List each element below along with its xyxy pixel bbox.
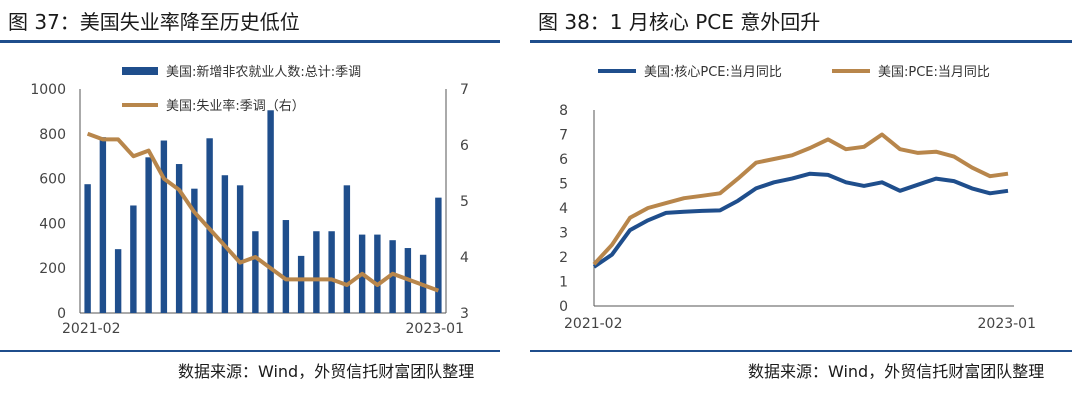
bar bbox=[130, 205, 137, 313]
bar bbox=[343, 185, 351, 313]
bar bbox=[267, 110, 274, 313]
y-tick-label: 1 bbox=[559, 275, 568, 291]
legend-swatch-bar bbox=[122, 67, 158, 75]
y-tick-label-right: 4 bbox=[460, 250, 469, 266]
bar bbox=[160, 140, 168, 313]
title-underline bbox=[530, 40, 1072, 43]
bar bbox=[145, 157, 152, 313]
y-tick-label-left: 1000 bbox=[30, 82, 66, 98]
bar bbox=[435, 197, 442, 313]
bar bbox=[114, 249, 122, 313]
y-tick-label: 3 bbox=[559, 226, 568, 242]
source-note: 数据来源：Wind，外贸信托财富团队整理 bbox=[748, 362, 1045, 381]
source-rule bbox=[0, 350, 500, 352]
chart-title: 图 38：1 月核心 PCE 意外回升 bbox=[538, 10, 821, 34]
source-rule bbox=[530, 350, 1072, 352]
title-underline bbox=[0, 40, 500, 43]
bar bbox=[313, 231, 320, 313]
bar bbox=[328, 231, 335, 313]
bar bbox=[374, 234, 381, 313]
x-tick-label: 2021-02 bbox=[62, 321, 121, 337]
x-tick-label: 2021-02 bbox=[564, 316, 623, 332]
bar bbox=[389, 240, 396, 313]
y-tick-label-left: 600 bbox=[39, 172, 66, 188]
legend-label: 美国:PCE:当月同比 bbox=[878, 65, 990, 80]
y-tick-label-right: 3 bbox=[460, 306, 469, 322]
bar bbox=[282, 220, 290, 313]
chart-panel-pce: 图 38：1 月核心 PCE 意外回升 0 1 2 3 4 5 6 7 8 2021-02 2023… bbox=[530, 0, 1080, 402]
bar bbox=[206, 138, 213, 313]
series-line-unemployment bbox=[86, 131, 440, 293]
x-tick-label: 2023-01 bbox=[978, 316, 1037, 332]
bar bbox=[297, 255, 305, 313]
series-line-core-pce bbox=[592, 171, 1009, 269]
y-tick-label: 5 bbox=[559, 177, 568, 193]
legend-label: 美国:失业率:季调（右） bbox=[166, 98, 305, 114]
y-tick-label: 0 bbox=[559, 299, 568, 315]
bar bbox=[236, 185, 244, 313]
y-tick-label: 6 bbox=[559, 152, 568, 168]
y-tick-label-right: 6 bbox=[460, 138, 469, 154]
source-note: 数据来源：Wind，外贸信托财富团队整理 bbox=[178, 362, 475, 381]
bar bbox=[252, 231, 259, 313]
y-tick-label-left: 800 bbox=[39, 127, 66, 143]
chart-title: 图 37：美国失业率降至历史低位 bbox=[8, 10, 300, 34]
y-tick-label-right: 5 bbox=[460, 194, 469, 210]
x-tick-label: 2023-01 bbox=[406, 321, 465, 337]
legend-label: 美国:核心PCE:当月同比 bbox=[644, 65, 782, 80]
y-tick-label-left: 400 bbox=[39, 216, 66, 232]
series-line-pce bbox=[592, 132, 1009, 266]
y-tick-label-right: 7 bbox=[460, 82, 469, 98]
bar bbox=[175, 164, 183, 313]
bar bbox=[191, 188, 198, 313]
y-tick-label-left: 0 bbox=[57, 306, 66, 322]
bar bbox=[84, 184, 91, 313]
legend-label: 美国:新增非农就业人数:总计:季调 bbox=[166, 64, 361, 80]
y-tick-label: 8 bbox=[559, 103, 568, 119]
chart-panel-unemployment: 图 37：美国失业率降至历史低位 0 200 400 600 800 1000 3 4 5 6 7 2… bbox=[0, 0, 510, 402]
bar bbox=[99, 137, 107, 313]
y-tick-label: 2 bbox=[559, 250, 568, 266]
y-tick-label: 7 bbox=[559, 128, 568, 144]
pce-chart: 0 1 2 3 4 5 6 7 8 2021-02 2023-01 美国:核心PCE:当月同比 美国:P… bbox=[559, 65, 1037, 332]
unemployment-chart: 0 200 400 600 800 1000 3 4 5 6 7 2021-02 2023-01 美国:新… bbox=[30, 64, 469, 337]
y-tick-label-left: 200 bbox=[39, 261, 66, 277]
y-tick-label: 4 bbox=[559, 201, 568, 217]
